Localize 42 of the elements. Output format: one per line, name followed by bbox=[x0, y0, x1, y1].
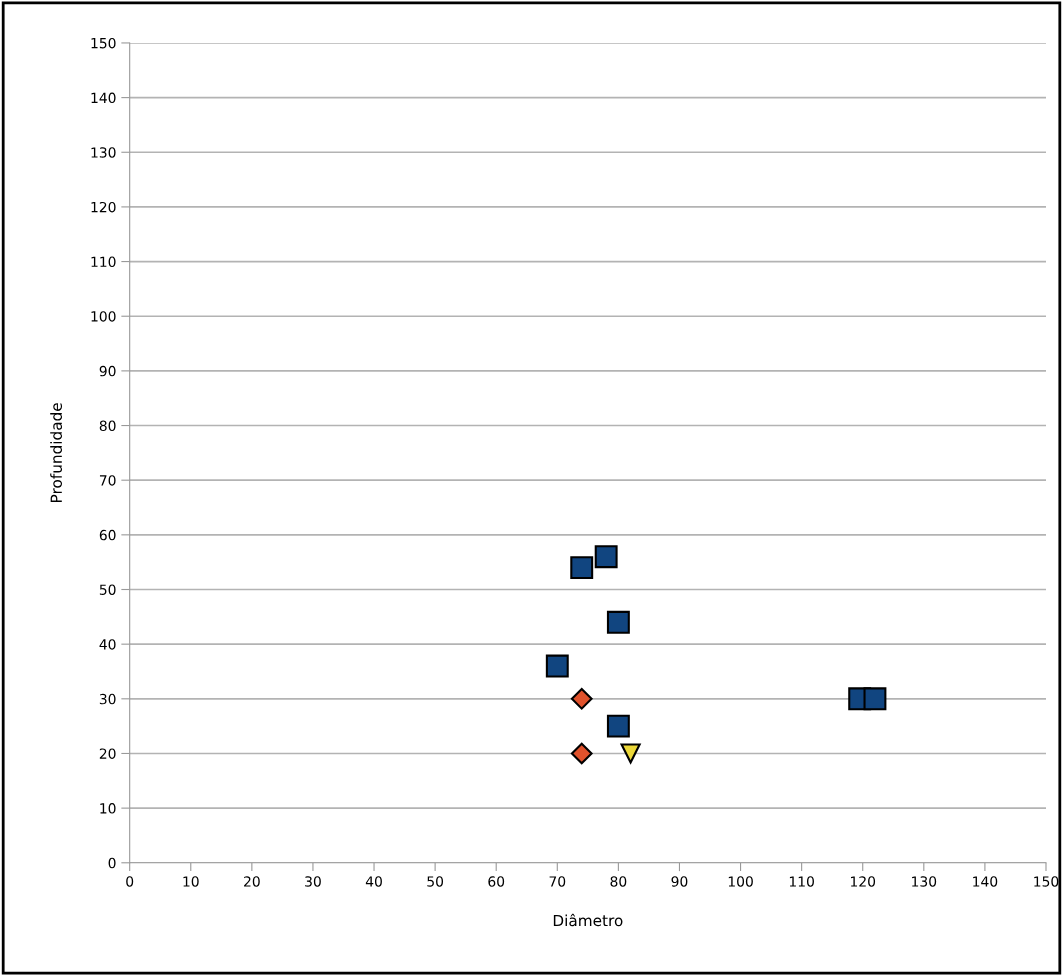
x-tick-label: 10 bbox=[183, 876, 199, 887]
x-tick-label: 90 bbox=[671, 876, 688, 887]
x-tick-label: 140 bbox=[973, 876, 998, 887]
point bbox=[606, 610, 630, 634]
y-tick-label: 0 bbox=[108, 857, 116, 869]
point bbox=[620, 743, 641, 764]
x-tick-label: 120 bbox=[851, 876, 876, 887]
x-tick-label: 20 bbox=[244, 876, 260, 887]
x-tick-label: 80 bbox=[610, 876, 627, 887]
x-tick-label: 30 bbox=[305, 876, 321, 887]
point bbox=[863, 687, 887, 711]
x-tick-label: 100 bbox=[728, 876, 753, 887]
y-tick-label: 90 bbox=[99, 365, 116, 377]
y-tick-label: 50 bbox=[99, 584, 116, 595]
y-tick-label: 30 bbox=[99, 693, 116, 705]
x-tick-label: 70 bbox=[549, 876, 566, 887]
point bbox=[545, 654, 569, 678]
y-tick-label: 150 bbox=[91, 37, 116, 49]
y-tick-label: 10 bbox=[100, 803, 116, 814]
x-tick-label: 110 bbox=[789, 876, 814, 887]
point bbox=[570, 556, 594, 580]
x-tick-label: 40 bbox=[365, 876, 382, 887]
x-tick-label: 50 bbox=[427, 876, 444, 887]
y-tick-label: 70 bbox=[99, 475, 116, 486]
x-axis-title: Diâmetro bbox=[553, 913, 623, 927]
y-tick-label: 130 bbox=[91, 147, 116, 158]
y-tick-label: 20 bbox=[99, 748, 116, 759]
y-tick-label: 120 bbox=[91, 201, 116, 213]
y-tick-label: 110 bbox=[91, 256, 116, 268]
y-tick-label: 140 bbox=[91, 92, 116, 104]
y-axis-title: Profundidade bbox=[50, 403, 63, 502]
y-tick-label: 80 bbox=[99, 420, 116, 432]
y-tick-label: 100 bbox=[91, 311, 116, 322]
x-tick-label: 130 bbox=[912, 876, 937, 887]
point bbox=[570, 687, 593, 710]
y-tick-label: 40 bbox=[99, 639, 116, 650]
x-tick-label: 60 bbox=[488, 876, 505, 887]
y-tick-label: 60 bbox=[99, 529, 116, 541]
x-tick-label: 0 bbox=[126, 876, 134, 887]
point bbox=[606, 714, 630, 738]
point bbox=[594, 545, 618, 569]
point bbox=[570, 742, 593, 765]
